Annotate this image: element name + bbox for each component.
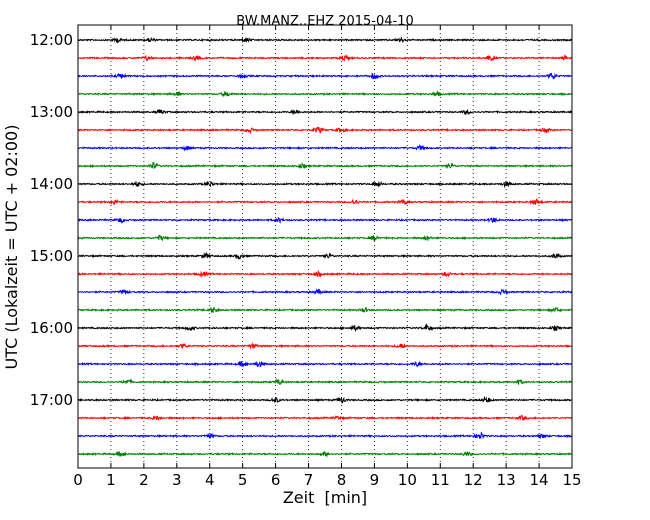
y-tick-label: 13:00 [30, 103, 73, 121]
x-axis-label: Zeit [min] [283, 488, 367, 507]
y-tick-labels: 12:00 13:00 14:00 15:00 16:00 17:00 [30, 31, 73, 409]
y-tick-label: 14:00 [30, 175, 73, 193]
y-tick-label: 15:00 [30, 247, 73, 265]
y-tick-label: 12:00 [30, 31, 73, 49]
trace-1445 [77, 234, 573, 243]
trace-1645 [77, 377, 573, 386]
x-tick-label: 4 [205, 471, 215, 489]
plot-frame [77, 24, 573, 469]
trace-1530 [77, 288, 573, 296]
trace-1230 [77, 72, 573, 80]
axis-ticks [77, 25, 573, 468]
chart-title: BW.MANZ..EHZ 2015-04-10 [236, 14, 414, 29]
x-tick-label: 10 [398, 471, 417, 489]
y-tick-label: 17:00 [30, 391, 73, 409]
y-axis-label: UTC (Lokalzeit = UTC + 02:00) [2, 125, 21, 370]
x-tick-label: 5 [238, 471, 248, 489]
x-tick-label: 6 [271, 471, 281, 489]
trace-1615 [77, 341, 573, 350]
trace-lines [77, 36, 573, 458]
x-tick-labels: 0 1 2 3 4 5 6 7 8 9 10 11 12 13 14 15 [73, 471, 581, 489]
trace-1430 [77, 216, 573, 224]
trace-1215 [77, 54, 573, 62]
trace-1200 [77, 36, 573, 44]
trace-1730 [77, 431, 573, 440]
x-tick-label: 15 [562, 471, 581, 489]
x-tick-label: 13 [497, 471, 516, 489]
x-tick-label: 12 [464, 471, 483, 489]
trace-1245 [77, 89, 573, 98]
trace-1315 [77, 126, 573, 135]
x-tick-label: 8 [337, 471, 347, 489]
trace-1400 [77, 180, 573, 189]
trace-1700 [77, 395, 573, 404]
x-tick-label: 0 [73, 471, 83, 489]
x-tick-label: 14 [530, 471, 549, 489]
trace-1715 [77, 414, 573, 421]
vertical-gridlines [110, 25, 540, 468]
x-tick-label: 9 [370, 471, 380, 489]
trace-1545 [77, 306, 573, 314]
trace-1345 [77, 161, 573, 170]
x-tick-label: 7 [304, 471, 314, 489]
trace-1745 [77, 450, 573, 458]
x-tick-label: 2 [139, 471, 149, 489]
trace-1515 [77, 269, 573, 278]
trace-1300 [77, 108, 573, 116]
trace-1415 [77, 198, 573, 206]
x-tick-label: 3 [172, 471, 182, 489]
trace-1630 [77, 360, 573, 368]
trace-1600 [77, 323, 573, 333]
trace-1500 [77, 251, 573, 260]
x-tick-label: 1 [106, 471, 116, 489]
y-tick-label: 16:00 [30, 319, 73, 337]
x-tick-label: 11 [431, 471, 450, 489]
trace-1330 [77, 143, 573, 152]
